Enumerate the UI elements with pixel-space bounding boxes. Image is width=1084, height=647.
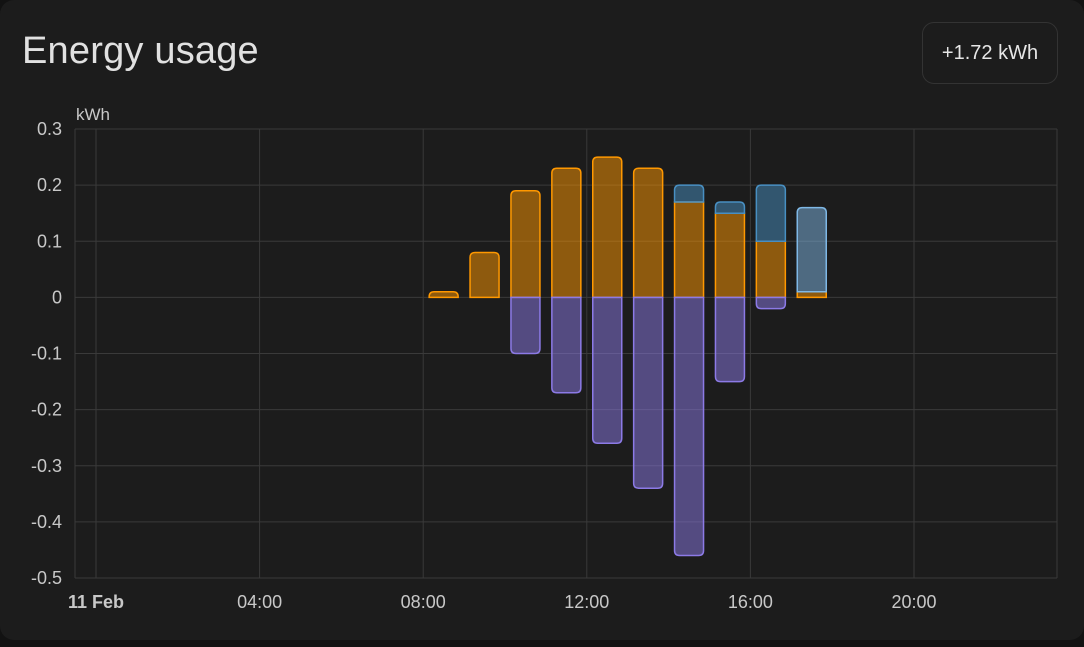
y-tick-label: 0.1 [37,231,62,251]
x-tick-label: 20:00 [891,592,936,612]
bar-battery-in [714,296,746,383]
y-tick-label: 0.3 [37,119,62,139]
y-tick-label: -0.2 [31,400,62,420]
bar-battery-in [632,296,664,489]
x-tick-label: 08:00 [401,592,446,612]
bar-battery-in [510,296,541,355]
bar-battery-in [673,296,705,557]
bar-solar [469,251,500,299]
total-energy-badge[interactable]: +1.72 kWh [922,22,1058,84]
bar-battery-in [755,296,787,310]
x-tick-label: 11 Feb [68,592,124,612]
y-tick-label: 0.2 [37,175,62,195]
bar-solar [592,156,623,299]
bar-solar [714,212,746,299]
bar-solar [428,291,459,299]
y-tick-label: -0.3 [31,456,62,476]
bar-solar [551,167,582,299]
bar-battery-in [592,296,623,445]
bar-solar [673,201,705,299]
y-axis-unit-label: kWh [76,105,110,124]
y-tick-label: -0.4 [31,512,62,532]
y-tick-label: 0 [52,287,62,307]
bar-solar [796,291,827,299]
y-tick-label: -0.1 [31,344,62,364]
card-title: Energy usage [22,30,259,72]
bar-battery-in [551,296,582,394]
x-tick-label: 04:00 [237,592,282,612]
x-tick-label: 12:00 [564,592,609,612]
y-tick-label: -0.5 [31,568,62,588]
bar-grid-import [755,184,787,242]
bar-grid-import [673,184,705,203]
bar-solar [755,240,787,299]
bar-solar [632,167,664,299]
bar-battery-out [796,206,827,293]
bar-grid-import [714,201,746,214]
bar-solar [510,189,541,299]
x-tick-label: 16:00 [728,592,773,612]
